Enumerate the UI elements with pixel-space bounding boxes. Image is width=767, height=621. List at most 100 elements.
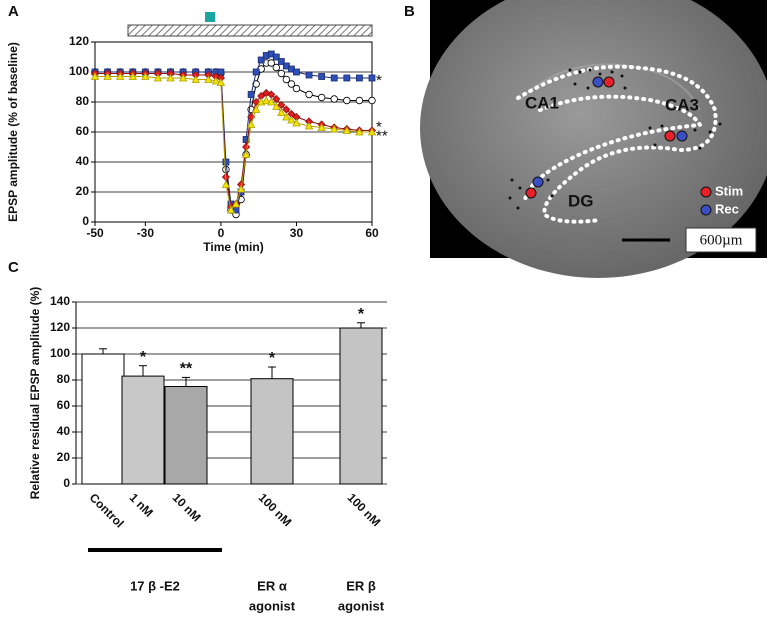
legend-swatch xyxy=(700,204,712,216)
y-tick-label: 40 xyxy=(76,154,90,168)
point xyxy=(90,72,100,80)
y-axis-label: EPSP amplitude (% of baseline) xyxy=(6,42,20,222)
x-tick-label: 0 xyxy=(218,226,225,240)
point xyxy=(236,184,246,193)
x-axis-label: Time (min) xyxy=(203,240,263,254)
point xyxy=(293,68,300,76)
group-label: ER α xyxy=(257,578,287,593)
point xyxy=(216,78,226,86)
y-tick-label: 120 xyxy=(69,34,89,48)
x-tick-label: -30 xyxy=(137,226,155,240)
series-line xyxy=(95,73,372,208)
point xyxy=(262,96,271,104)
legend-label: Rec xyxy=(715,201,739,216)
point xyxy=(257,56,265,64)
slice-image xyxy=(420,0,767,278)
point xyxy=(272,53,280,61)
point xyxy=(252,68,260,76)
x-tick-label: -50 xyxy=(86,226,104,240)
point xyxy=(128,72,137,80)
group-label: ER β xyxy=(346,578,376,593)
point xyxy=(251,105,261,113)
point xyxy=(178,73,188,82)
point xyxy=(221,180,231,188)
point xyxy=(282,112,291,121)
series-line xyxy=(95,76,372,212)
x-tick-label: 100 nM xyxy=(345,490,384,529)
y-tick-label: 120 xyxy=(50,320,70,334)
significance: ** xyxy=(180,361,193,378)
significance: * xyxy=(358,306,365,323)
point xyxy=(272,102,281,110)
point xyxy=(272,63,281,72)
panel-label: A xyxy=(8,3,19,20)
point xyxy=(355,127,364,136)
annotation: * xyxy=(376,72,382,89)
point xyxy=(330,95,338,103)
point xyxy=(305,90,313,99)
point xyxy=(116,72,125,80)
bar xyxy=(81,353,125,485)
point xyxy=(222,158,230,166)
group-label: agonist xyxy=(249,598,296,613)
bar xyxy=(164,386,208,485)
point xyxy=(252,80,260,88)
y-tick-label: 80 xyxy=(76,94,90,108)
point xyxy=(292,84,301,93)
point xyxy=(267,59,275,67)
point xyxy=(317,123,326,131)
application-marker xyxy=(205,12,215,22)
point xyxy=(166,73,175,82)
x-tick-label: 60 xyxy=(365,226,379,240)
point xyxy=(241,150,251,158)
point xyxy=(304,121,314,130)
point xyxy=(277,58,285,65)
y-tick-label: 140 xyxy=(50,294,70,308)
region-label: CA3 xyxy=(665,95,699,114)
point xyxy=(317,93,326,102)
point xyxy=(231,199,241,208)
y-axis-label: Relative residual EPSP amplitude (%) xyxy=(28,287,42,500)
point xyxy=(267,97,276,106)
point xyxy=(367,127,377,136)
point xyxy=(330,74,338,82)
point xyxy=(277,108,286,116)
annotation: * xyxy=(376,118,382,135)
bar xyxy=(121,375,165,485)
significance: * xyxy=(269,350,276,367)
y-tick-label: 100 xyxy=(50,346,70,360)
y-tick-label: 60 xyxy=(76,124,90,138)
point xyxy=(292,118,301,127)
annotation: ** xyxy=(376,127,388,144)
y-tick-label: 20 xyxy=(76,184,90,198)
point xyxy=(153,73,163,82)
legend-swatch xyxy=(700,186,712,198)
group-label: agonist xyxy=(338,598,385,613)
point xyxy=(330,124,339,133)
point xyxy=(343,74,351,82)
point xyxy=(191,75,200,83)
scale-bar-label: 600µm xyxy=(700,232,743,248)
point xyxy=(242,142,251,152)
point xyxy=(246,120,256,128)
point xyxy=(355,96,364,105)
x-tick-label: 10 nM xyxy=(170,490,204,524)
point xyxy=(318,73,326,80)
point xyxy=(305,71,313,79)
y-tick-label: 60 xyxy=(57,398,71,412)
point xyxy=(342,126,351,134)
point xyxy=(226,205,236,214)
point xyxy=(282,75,291,84)
group-label: 17 β -E2 xyxy=(130,578,180,593)
application-bar xyxy=(127,24,373,37)
point xyxy=(211,76,221,85)
point xyxy=(287,80,296,88)
y-tick-label: 20 xyxy=(57,450,71,464)
point xyxy=(204,75,213,83)
point xyxy=(277,69,286,78)
point xyxy=(368,74,376,82)
x-tick-label: 1 nM xyxy=(127,490,156,519)
legend-label: Stim xyxy=(715,183,743,198)
point xyxy=(343,96,351,105)
